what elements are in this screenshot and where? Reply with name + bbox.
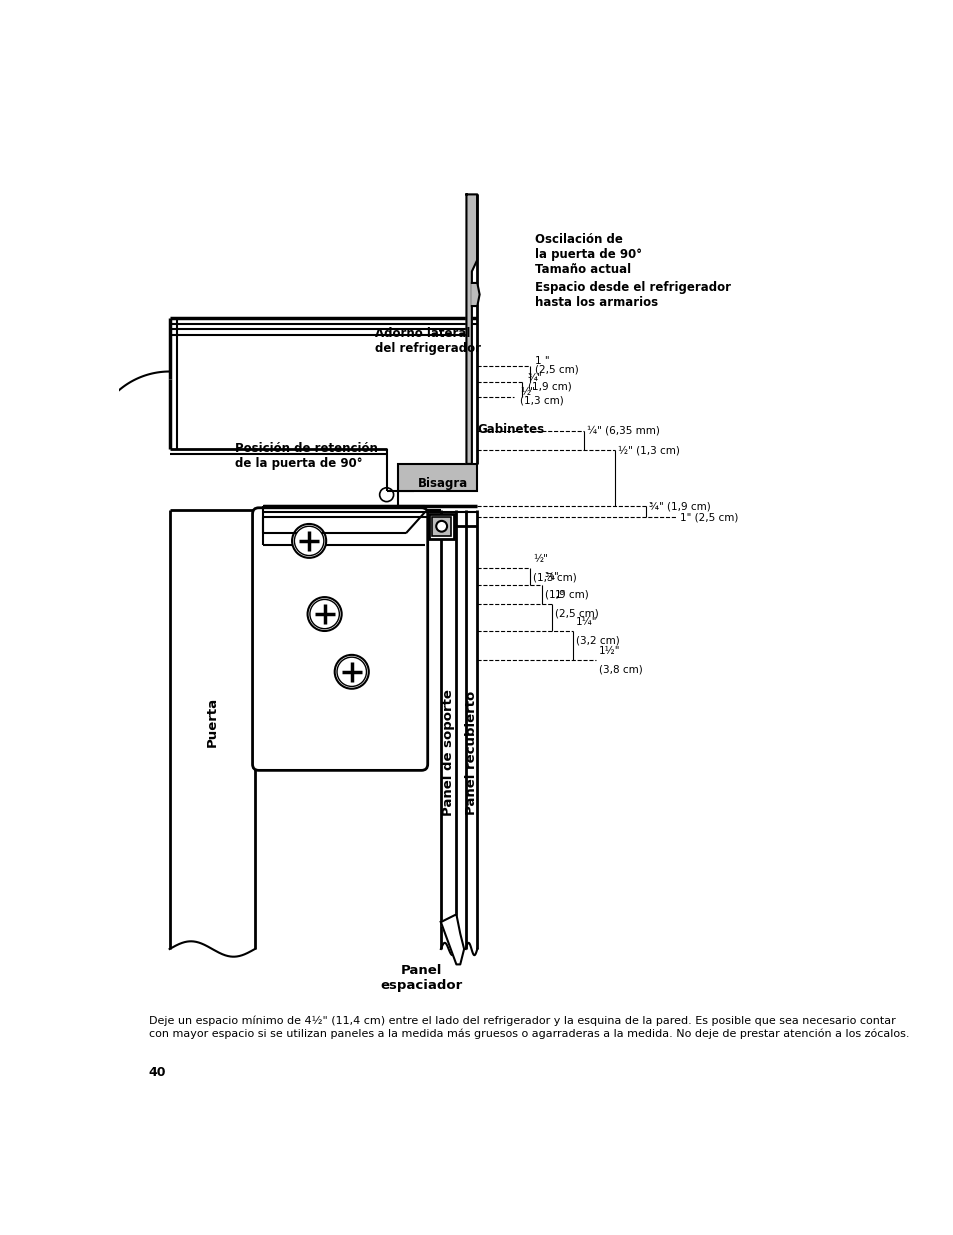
Text: Oscilación de
la puerta de 90°
Tamaño actual: Oscilación de la puerta de 90° Tamaño ac…: [535, 233, 641, 275]
Circle shape: [336, 657, 366, 687]
Text: 1 ": 1 ": [535, 357, 550, 367]
Bar: [429, 514, 454, 538]
Text: ½": ½": [533, 555, 547, 564]
Text: Deje un espacio mínimo de 4½" (11,4 cm) entre el lado del refrigerador y la esqu: Deje un espacio mínimo de 4½" (11,4 cm) …: [149, 1016, 908, 1039]
Text: 1¼": 1¼": [575, 618, 597, 627]
Text: 1" (2,5 cm): 1" (2,5 cm): [679, 513, 738, 522]
Text: Espacio desde el refrigerador
hasta los armarios: Espacio desde el refrigerador hasta los …: [535, 282, 731, 310]
Circle shape: [436, 521, 447, 531]
Text: ¼" (6,35 mm): ¼" (6,35 mm): [587, 426, 659, 436]
Circle shape: [307, 597, 341, 631]
Text: (1,3 cm): (1,3 cm): [519, 395, 563, 406]
Text: Adorno lateral
del refrigerador: Adorno lateral del refrigerador: [375, 327, 480, 354]
Text: Bisagra: Bisagra: [417, 477, 467, 489]
Text: (3,8 cm): (3,8 cm): [598, 664, 642, 674]
Text: Panel recubierto: Panel recubierto: [464, 690, 477, 815]
Text: ½": ½": [519, 388, 535, 398]
Text: 40: 40: [149, 1066, 166, 1078]
Text: ¾": ¾": [544, 571, 558, 580]
FancyBboxPatch shape: [253, 508, 427, 771]
Circle shape: [310, 599, 339, 629]
Text: (1,9 cm): (1,9 cm): [527, 382, 571, 391]
Text: ¾": ¾": [527, 373, 542, 383]
Text: (1,9 cm): (1,9 cm): [544, 589, 588, 599]
Text: Puerta: Puerta: [206, 697, 218, 747]
Text: Posición de retención
de la puerta de 90°: Posición de retención de la puerta de 90…: [235, 442, 378, 471]
Text: 1": 1": [555, 590, 565, 600]
Text: Panel
espaciador: Panel espaciador: [380, 965, 462, 993]
Text: (2,5 cm): (2,5 cm): [555, 609, 598, 619]
Text: Gabinetes: Gabinetes: [476, 422, 544, 436]
Circle shape: [292, 524, 326, 558]
Text: ¾" (1,9 cm): ¾" (1,9 cm): [649, 501, 710, 511]
Text: (1,3 cm): (1,3 cm): [533, 573, 577, 583]
Circle shape: [294, 526, 323, 556]
Polygon shape: [466, 194, 476, 464]
Text: (3,2 cm): (3,2 cm): [575, 636, 618, 646]
Text: 1½": 1½": [598, 646, 619, 656]
Bar: [397, 464, 476, 490]
Text: ½" (1,3 cm): ½" (1,3 cm): [618, 445, 679, 454]
Circle shape: [335, 655, 369, 689]
Text: Panel de soporte: Panel de soporte: [441, 689, 455, 816]
Polygon shape: [440, 914, 464, 965]
Bar: [432, 517, 451, 536]
Polygon shape: [472, 283, 479, 306]
Text: (2,5 cm): (2,5 cm): [535, 366, 578, 375]
